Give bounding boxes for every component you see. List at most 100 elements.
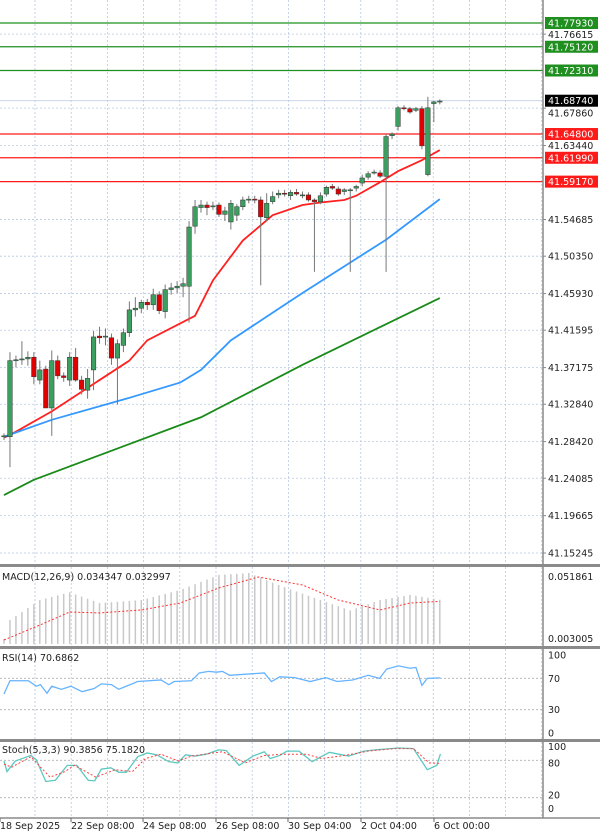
- candle-down: [293, 192, 300, 195]
- candle-up: [323, 187, 329, 195]
- candle-down: [311, 199, 317, 202]
- candle-up: [162, 289, 168, 312]
- candle-up: [120, 332, 126, 346]
- candle-up: [180, 283, 186, 287]
- candle-up: [299, 194, 306, 197]
- candle-up: [222, 210, 228, 215]
- candle-up: [365, 173, 371, 178]
- resistance-level-tag: [545, 64, 598, 77]
- candle-up: [389, 133, 395, 136]
- panel-separator: [0, 739, 600, 742]
- support-level-tag: [545, 151, 598, 164]
- candle-down: [31, 356, 37, 377]
- support-level-tag: [545, 128, 598, 141]
- candle-up: [186, 226, 192, 287]
- candle-down: [305, 194, 312, 201]
- candle-up: [174, 285, 180, 289]
- candle-down: [144, 302, 150, 306]
- candle-up: [168, 287, 174, 290]
- candle-down: [377, 172, 383, 177]
- candle-up: [13, 359, 19, 362]
- price-tick-label: 41.32840: [548, 400, 593, 411]
- time-tick-label: 26 Sep 08:00: [216, 821, 279, 832]
- candle-up: [425, 107, 431, 175]
- stoch-panel: Stoch(5,3,3) 90.3856 75.1820 100 80 20 0: [0, 742, 566, 815]
- candle-down: [407, 108, 413, 113]
- price-tick-label: 41.67860: [548, 109, 593, 120]
- stoch-title: Stoch(5,3,3) 90.3856 75.1820: [2, 745, 145, 756]
- candle-down: [216, 204, 222, 215]
- resistance-level-label: 41.77930: [548, 19, 593, 30]
- resistance-level-label: 41.75120: [548, 42, 593, 53]
- ma-fast-line: [3, 149, 441, 439]
- rsi-axis-label: 100: [548, 651, 566, 662]
- ma-mid-line: [3, 198, 441, 438]
- candle-down: [156, 294, 162, 311]
- price-tick-label: 41.45930: [548, 289, 593, 300]
- candle-up: [132, 307, 138, 311]
- candles: [1, 96, 443, 468]
- candle-up: [359, 177, 365, 184]
- moving-averages: [3, 149, 441, 496]
- candle-down: [73, 356, 79, 381]
- candle-down: [55, 360, 61, 377]
- resistance-level-tag: [545, 17, 598, 29]
- rsi-axis-label: 30: [548, 705, 560, 716]
- support-level-label: 41.61990: [548, 153, 593, 164]
- candle-up: [383, 136, 389, 177]
- candle-up: [353, 186, 359, 189]
- stoch-signal-line: [3, 748, 441, 778]
- macd-axis-label: 0.051861: [548, 572, 593, 583]
- support-level-tag: [545, 175, 598, 188]
- candle-up: [395, 107, 401, 127]
- candle-up: [240, 199, 246, 207]
- ma-slow-line: [3, 297, 441, 496]
- candle-up: [371, 171, 377, 174]
- macd-panel: MACD(12,26,9) 0.034347 0.032997 0.051861 0…: [2, 572, 593, 645]
- candle-up: [114, 343, 120, 359]
- candle-up: [150, 294, 156, 306]
- price-tick-label: 41.15245: [548, 549, 593, 560]
- candle-down: [252, 198, 258, 201]
- price-tick-label: 41.76615: [548, 30, 593, 41]
- time-tick-label: 24 Sep 08:00: [143, 821, 206, 832]
- price-tick-label: 41.54685: [548, 215, 593, 226]
- rsi-panel: RSI(14) 70.6862 100 70 30 0: [0, 651, 566, 740]
- candle-up: [126, 309, 132, 333]
- price-tick-label: 41.41595: [548, 326, 593, 337]
- resistance-level-label: 41.72310: [548, 66, 593, 77]
- candle-up: [341, 189, 347, 192]
- grid: [0, 0, 543, 818]
- macd-axis-label: 0.003005: [548, 634, 593, 645]
- candle-down: [329, 186, 335, 189]
- stoch-main-line: [3, 747, 442, 783]
- macd-signal-line: [3, 576, 440, 641]
- price-tick-label: 41.28420: [548, 437, 593, 448]
- candle-up: [264, 203, 270, 218]
- macd-title: MACD(12,26,9) 0.034347 0.032997: [2, 572, 171, 583]
- candle-up: [288, 192, 294, 196]
- rsi-title: RSI(14) 70.6862: [2, 653, 79, 664]
- candle-up: [347, 189, 353, 192]
- candle-down: [401, 107, 407, 110]
- candle-up: [49, 360, 55, 409]
- candle-up: [138, 302, 144, 309]
- candle-up: [246, 198, 252, 201]
- support-level-label: 41.59170: [548, 177, 593, 188]
- candle-up: [437, 100, 443, 103]
- time-tick-label: 30 Sep 04:00: [288, 821, 351, 832]
- rsi-axis-label: 0: [548, 729, 554, 740]
- candle-up: [270, 196, 276, 202]
- candle-up: [431, 101, 437, 104]
- candle-up: [198, 204, 204, 208]
- rsi-axis-label: 70: [548, 674, 560, 685]
- candle-up: [276, 192, 282, 196]
- time-tick-label: 6 Oct 00:00: [434, 821, 490, 832]
- candle-up: [234, 206, 240, 216]
- price-tick-label: 41.50350: [548, 252, 593, 263]
- candle-down: [204, 204, 210, 208]
- candle-down: [419, 108, 425, 147]
- candle-up: [228, 203, 234, 223]
